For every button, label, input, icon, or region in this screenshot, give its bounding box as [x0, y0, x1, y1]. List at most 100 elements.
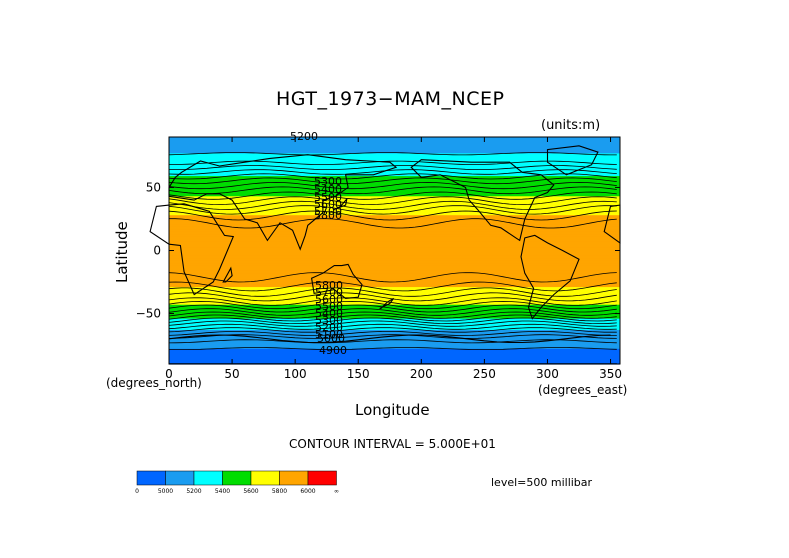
band: [169, 196, 620, 199]
contour-label: 5800: [314, 209, 342, 222]
chart-title: HGT_1973−MAM_NCEP: [276, 88, 505, 110]
band: [169, 342, 620, 345]
band: [169, 147, 620, 149]
band: [169, 283, 620, 286]
colorbar-swatch: [307, 470, 337, 486]
band: [169, 355, 620, 358]
band: [169, 255, 620, 258]
colorbar: 0 5000 5200 5400 5600 5800 6000 ∞: [135, 470, 339, 495]
band: [169, 244, 620, 247]
band: [169, 282, 620, 284]
band: [169, 357, 620, 360]
band: [169, 192, 620, 195]
contour-line: [168, 165, 617, 170]
band: [169, 179, 620, 182]
band: [169, 263, 620, 265]
band: [169, 137, 620, 139]
band: [169, 356, 620, 359]
band: [169, 240, 620, 243]
band: [169, 322, 620, 325]
x-tick-label: 350: [599, 367, 622, 381]
band: [169, 234, 620, 236]
coastline: [379, 297, 395, 310]
band: [169, 276, 620, 279]
colorbar-label: 5800: [272, 488, 287, 495]
band: [169, 158, 620, 161]
units-label: (units:m): [541, 118, 601, 133]
contour-line: [169, 160, 617, 165]
band: [169, 201, 620, 204]
contour-label: 5300: [315, 314, 343, 327]
colorbar-swatch: [193, 470, 223, 486]
band: [169, 198, 620, 201]
band: [169, 278, 620, 281]
band: [169, 142, 620, 144]
band: [169, 200, 620, 202]
band: [169, 186, 620, 189]
band: [169, 154, 620, 157]
band: [169, 299, 620, 302]
band: [169, 224, 620, 226]
contour-line: [168, 186, 617, 195]
x-tick-label: 250: [473, 367, 496, 381]
band: [169, 331, 620, 334]
band: [169, 264, 620, 267]
band: [169, 222, 620, 225]
band: [169, 184, 620, 187]
colorbar-swatch: [250, 470, 280, 486]
band: [169, 348, 620, 351]
contour-line: [168, 347, 617, 350]
band: [169, 345, 620, 347]
colorbar-label: 0: [135, 488, 139, 495]
band: [169, 337, 620, 340]
band: [169, 274, 620, 277]
band: [169, 197, 620, 200]
band: [169, 191, 620, 194]
band: [169, 300, 620, 303]
band: [169, 211, 620, 214]
band: [169, 324, 620, 327]
band: [169, 162, 620, 165]
band: [169, 295, 620, 298]
contour-value-labels: 5200530054005500560057005800580057005600…: [290, 130, 347, 357]
band: [169, 242, 620, 245]
band: [169, 213, 620, 216]
band: [169, 149, 620, 152]
band: [169, 176, 620, 178]
band: [169, 273, 620, 276]
band: [169, 139, 620, 142]
contour-line: [169, 218, 617, 229]
band: [169, 187, 620, 190]
band: [169, 293, 620, 296]
band: [169, 148, 620, 151]
band: [169, 309, 620, 312]
band: [169, 268, 620, 271]
band: [169, 177, 620, 180]
contour-line: [168, 297, 617, 306]
contour-line: [168, 317, 617, 324]
band: [169, 326, 620, 329]
contour-line: [168, 287, 617, 297]
contour-label: 5800: [315, 279, 343, 292]
band: [169, 270, 620, 273]
band: [169, 343, 620, 346]
band: [169, 360, 620, 363]
band: [169, 138, 620, 141]
band: [169, 230, 620, 233]
x-axis-label: Longitude: [355, 401, 430, 419]
band: [169, 251, 620, 254]
coastline: [310, 263, 363, 299]
band: [169, 153, 620, 156]
contour-line: [168, 181, 617, 190]
band: [169, 246, 620, 249]
band: [169, 236, 620, 239]
coastline: [149, 203, 235, 296]
y-units-label: (degrees_north): [106, 376, 202, 390]
band: [169, 231, 620, 234]
band: [169, 316, 620, 318]
band: [169, 287, 620, 289]
band: [169, 216, 620, 219]
band: [169, 340, 620, 342]
y-tick-label: −50: [136, 307, 161, 321]
band: [169, 232, 620, 235]
